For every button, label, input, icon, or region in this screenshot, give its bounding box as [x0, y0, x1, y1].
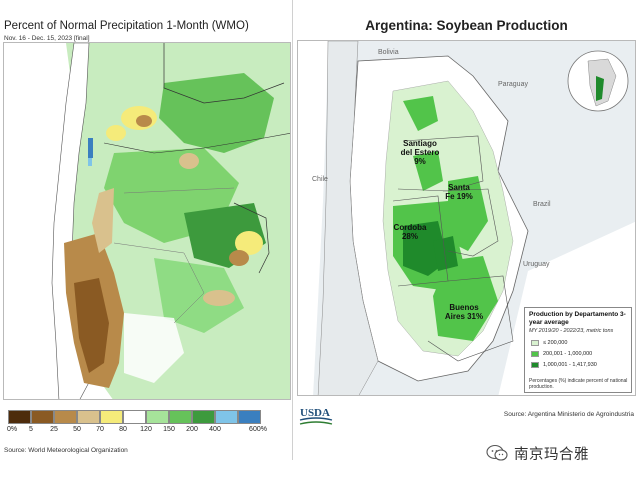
- legend-unit: MY 2019/20 - 2022/23, metric tons: [529, 328, 614, 334]
- legend-tick: 200: [186, 426, 198, 433]
- legend-swatch-3: [77, 410, 100, 424]
- legend-tick: 5: [29, 426, 33, 433]
- label-paraguay: Paraguay: [498, 81, 528, 88]
- label-bolivia: Bolivia: [378, 49, 399, 56]
- legend-swatch-7: [169, 410, 192, 424]
- soybean-map-title: Argentina: Soybean Production: [365, 18, 568, 33]
- label-cordoba: Cordoba 28%: [393, 223, 427, 241]
- legend-label: 1,000,001 - 1,417,930: [543, 362, 597, 368]
- legend-swatch-5: [123, 410, 146, 424]
- production-legend: Production by Departamento 3-year averag…: [524, 307, 632, 393]
- wechat-icon: [486, 444, 508, 461]
- legend-tick: 50: [73, 426, 81, 433]
- legend-tick: 25: [50, 426, 58, 433]
- legend-tick: 0%: [6, 426, 18, 433]
- legend-tick: 600%: [249, 426, 267, 433]
- precipitation-map-graphic: [4, 43, 290, 399]
- watermark: 南京玛合雅: [486, 441, 636, 465]
- legend-swatch: [531, 351, 539, 357]
- precip-legend: 0% 5 25 50 70 80 120 150 200 400 600%: [6, 410, 284, 438]
- legend-tick: 150: [163, 426, 175, 433]
- legend-swatch-4: [100, 410, 123, 424]
- legend-swatch-2: [54, 410, 77, 424]
- label-brazil: Brazil: [533, 201, 551, 208]
- legend-swatch: [531, 362, 539, 368]
- precip-map-date-range: Nov. 16 - Dec. 15, 2023 [final]: [4, 35, 90, 42]
- legend-note: Percentages (%) indicate percent of nati…: [529, 378, 628, 390]
- precip-source: Source: World Meteorological Organizatio…: [4, 447, 128, 454]
- legend-tick: 400: [209, 426, 221, 433]
- legend-swatch: [531, 340, 539, 346]
- legend-swatch-0: [8, 410, 31, 424]
- precipitation-map: [3, 42, 291, 400]
- soybean-map: Bolivia Paraguay Brazil Chile Uruguay Sa…: [297, 40, 636, 396]
- precip-map-title: Percent of Normal Precipitation 1-Month …: [4, 20, 249, 32]
- legend-tick: 120: [140, 426, 152, 433]
- soybean-panel: Argentina: Soybean Production: [293, 0, 640, 480]
- legend-label: ≤ 200,000: [543, 340, 568, 346]
- legend-swatch-6: [146, 410, 169, 424]
- legend-swatch-1: [31, 410, 54, 424]
- label-chile: Chile: [312, 176, 328, 183]
- usda-logo: USDA: [299, 405, 333, 429]
- svg-text:USDA: USDA: [300, 407, 330, 419]
- watermark-text: 南京玛合雅: [514, 447, 589, 463]
- legend-tick: 70: [96, 426, 104, 433]
- legend-tick: 80: [119, 426, 127, 433]
- precipitation-panel: Percent of Normal Precipitation 1-Month …: [0, 0, 293, 480]
- panel-divider: [292, 0, 293, 460]
- legend-title: Production by Departamento 3-year averag…: [529, 311, 626, 326]
- legend-swatch-10: [238, 410, 261, 424]
- legend-swatch-8: [192, 410, 215, 424]
- label-santa-fe: Santa Fe 19%: [445, 183, 473, 201]
- soybean-source: Source: Argentina Ministerio de Agroindu…: [503, 411, 634, 418]
- legend-label: 200,001 - 1,000,000: [543, 351, 593, 357]
- label-santiago-del-estero: Santiago del Estero 9%: [400, 139, 440, 166]
- legend-swatch-9: [215, 410, 238, 424]
- label-uruguay: Uruguay: [523, 261, 550, 268]
- label-buenos-aires: Buenos Aires 31%: [444, 303, 484, 321]
